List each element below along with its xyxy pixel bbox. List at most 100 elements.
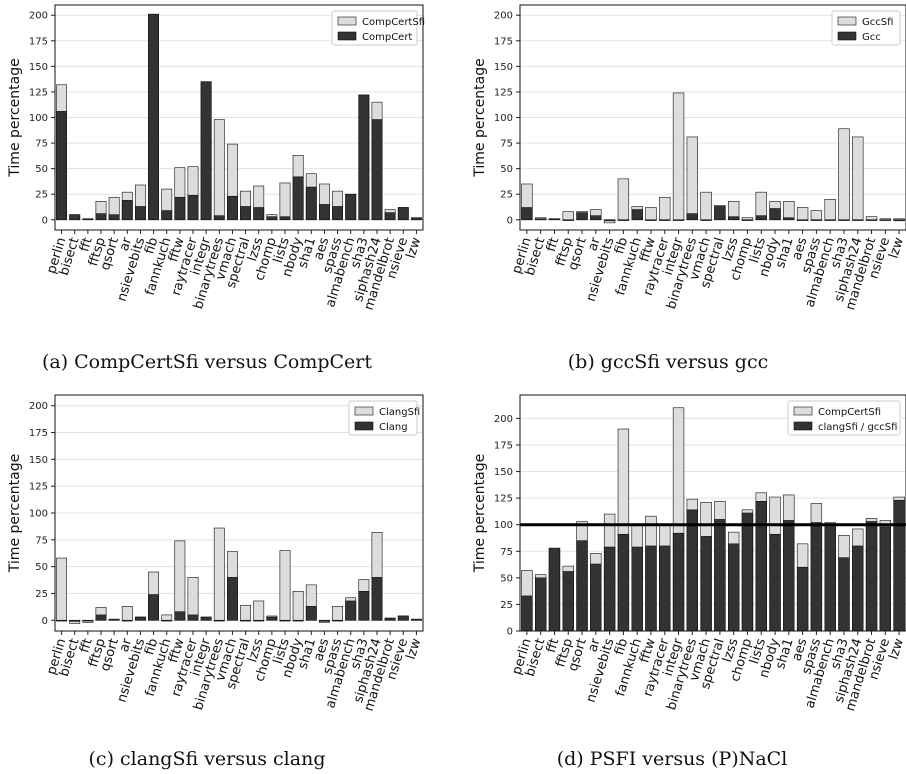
y-tick-label: 50 — [500, 164, 513, 175]
bar-clang-bisect — [69, 619, 81, 622]
legend-label: GccSfi — [862, 17, 893, 28]
y-tick-label: 125 — [29, 87, 48, 98]
y-tick-label: 100 — [494, 520, 513, 531]
bar-gcc-ar — [590, 215, 602, 221]
bar-gcc-nsieve — [879, 219, 891, 221]
x-tick-label: aes — [311, 236, 332, 262]
y-tick-label: 125 — [494, 494, 513, 505]
bar-compcert-lists — [279, 216, 291, 221]
bar-gcc-spass — [810, 219, 823, 221]
y-tick-label: 100 — [29, 509, 48, 520]
bar-compcert-spectral — [240, 206, 251, 221]
legend-swatch — [337, 16, 357, 26]
bar-clang-aes — [319, 619, 330, 622]
bar-gcc-lzss — [728, 216, 740, 221]
bar-gcc-spectral — [714, 206, 726, 221]
plot-frame — [519, 4, 906, 231]
bar-compcertsfi-binarytrees — [213, 119, 225, 221]
y-tick-label: 0 — [42, 616, 48, 627]
x-tick-label: lzss — [245, 637, 266, 665]
bar-compcert-fftw — [174, 196, 186, 221]
x-tick-label: lists — [747, 637, 769, 666]
bar-clang-sha3 — [358, 591, 370, 621]
bar-gccsfi-fib — [617, 178, 630, 221]
bar-clang-spass — [332, 619, 343, 622]
bar-gcc-bisect — [535, 218, 547, 221]
bar-clangsfi-fannkuch — [161, 614, 173, 621]
bar-gcc-chomp — [741, 219, 754, 221]
bar-clangsfi-gccsfi-fannkuch — [631, 546, 643, 632]
plot-frame — [54, 394, 424, 632]
bar-clangsfi-gccsfi-sha1 — [783, 520, 795, 632]
bar-clang-fib — [148, 594, 159, 621]
y-tick-label: 150 — [494, 62, 513, 73]
bar-compcert-nsievebits — [135, 206, 146, 221]
bar-clang-lzw — [411, 618, 422, 621]
y-tick-label: 200 — [494, 11, 513, 22]
bar-compcert-ar — [121, 200, 133, 221]
bar-gcc-binarytrees — [686, 213, 698, 221]
bar-compcert-mandelbrot — [384, 212, 396, 221]
bar-clang-raytracer — [187, 614, 199, 621]
bar-gccsfi-aes — [796, 207, 809, 221]
legend-label: Gcc — [862, 32, 881, 43]
bar-clangsfi-gccsfi-fft — [548, 547, 561, 632]
bar-clangsfi-gccsfi-nbody — [769, 533, 781, 632]
bar-clang-nsievebits — [135, 616, 146, 621]
bar-clangsfi-gccsfi-chomp — [741, 512, 754, 632]
x-tick-label: fftw — [166, 636, 188, 664]
x-tick-label: fib — [612, 236, 631, 256]
x-tick-label: lists — [271, 637, 293, 666]
bar-clang-siphash24 — [371, 577, 383, 621]
bar-clang-lzss — [253, 619, 265, 622]
x-tick-label: lzw — [886, 636, 906, 661]
y-tick-label: 75 — [500, 547, 513, 558]
bar-clangsfi-gccsfi-bisect — [535, 577, 547, 632]
y-tick-label: 175 — [494, 440, 513, 451]
bar-gccsfi-vmach — [700, 191, 712, 221]
x-tick-label: fftw — [637, 235, 659, 263]
y-tick-label: 75 — [500, 139, 513, 150]
y-tick-label: 50 — [500, 573, 513, 584]
bar-compcert-bisect — [69, 214, 81, 221]
legend: GccSfi Gcc — [831, 10, 901, 46]
y-tick-label: 150 — [29, 455, 48, 466]
y-tick-label: 200 — [29, 401, 48, 412]
legend-label: CompCertSfi — [818, 407, 881, 418]
bar-gcc-almabench — [824, 219, 836, 221]
y-tick-label: 175 — [29, 428, 48, 439]
bar-compcert-vmach — [227, 195, 238, 221]
bar-compcert-binarytrees — [213, 215, 225, 221]
bar-compcert-perlin — [56, 111, 67, 221]
bar-clangsfi-gccsfi-nsieve — [879, 526, 891, 632]
bar-gcc-fftw — [645, 219, 657, 221]
y-axis-label: Time percentage — [7, 58, 23, 177]
bar-clangsfi-gccsfi-siphash24 — [852, 545, 864, 632]
y-tick-label: 200 — [29, 11, 48, 22]
bar-clangsfi-binarytrees — [213, 527, 225, 621]
bar-compcert-fft — [82, 218, 94, 221]
bar-gccsfi-fftsp — [562, 211, 574, 221]
bar-gcc-perlin — [521, 207, 533, 221]
legend: CompCertSfi clangSfi / gccSfi — [787, 400, 901, 436]
bar-gcc-fib — [617, 219, 630, 221]
y-tick-label: 25 — [500, 190, 513, 201]
bar-compcert-nbody — [292, 176, 304, 221]
y-axis-label: Time percentage — [472, 454, 488, 573]
bar-clangsfi-gccsfi-sha3 — [838, 557, 850, 632]
y-tick-label: 0 — [42, 215, 48, 226]
bar-clangsfi-gccsfi-lists — [755, 501, 767, 632]
legend-swatch — [337, 31, 357, 41]
panel-caption: (b) gccSfi versus gcc — [568, 351, 768, 373]
bar-compcert-chomp — [266, 216, 278, 221]
bar-clangsfi-spectral — [240, 604, 251, 621]
bar-compcert-sha1 — [305, 186, 317, 221]
x-tick-label: fib — [142, 637, 161, 657]
bar-compcert-nsieve — [397, 207, 409, 221]
legend-swatch — [793, 406, 813, 416]
bar-clangsfi-nbody — [292, 591, 304, 621]
bar-compcert-raytracer — [187, 194, 199, 221]
bar-clang-fftw — [174, 611, 186, 621]
bar-clangsfi-perlin — [56, 557, 67, 621]
